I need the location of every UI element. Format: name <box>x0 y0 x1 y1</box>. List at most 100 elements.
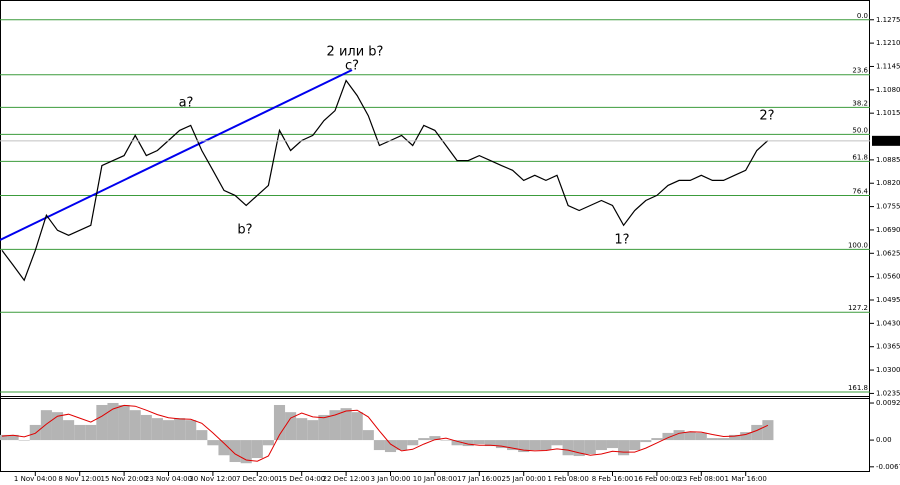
y-tick-label: 1.0820 <box>876 179 900 187</box>
macd-bar <box>0 434 8 441</box>
macd-bar <box>107 402 119 441</box>
last-price-label: 1.0938 <box>875 137 900 145</box>
x-tick-label: 7 Dec 20:00 <box>236 475 279 483</box>
macd-bar <box>329 410 341 441</box>
fib-label: 76.4 <box>852 187 868 195</box>
fib-label: 161.8 <box>848 384 868 392</box>
macd-bar <box>584 440 596 455</box>
macd-bar <box>396 440 408 451</box>
macd-bar <box>29 424 41 441</box>
macd-bar <box>418 438 430 441</box>
macd-bar <box>551 440 563 446</box>
macd-bar <box>473 440 485 445</box>
macd-bar <box>562 440 574 456</box>
y-tick-label: 1.1145 <box>876 62 900 70</box>
x-tick-label: 23 Feb 08:00 <box>678 475 724 483</box>
y-tick-label: 1.0365 <box>876 343 900 351</box>
wave-label: a? <box>179 96 194 111</box>
macd-bar <box>451 440 463 446</box>
macd-bar <box>74 424 86 441</box>
macd-bar <box>207 440 219 446</box>
macd-bar <box>529 440 541 451</box>
macd-bar <box>285 412 297 441</box>
macd-bar <box>151 418 163 441</box>
macd-bar <box>229 440 241 463</box>
macd-bar <box>129 410 141 441</box>
macd-bar <box>762 420 774 441</box>
macd-bar <box>440 440 452 441</box>
trend-line <box>0 69 353 241</box>
macd-bar <box>684 432 696 441</box>
macd-bar <box>373 440 385 451</box>
macd-bar <box>518 440 530 453</box>
wave-label: c? <box>345 59 359 74</box>
macd-bar <box>340 408 352 441</box>
macd-bar <box>740 432 752 441</box>
macd-bar <box>40 410 52 441</box>
wave-label: 1? <box>614 233 629 248</box>
x-tick-label: 8 Nov 12:00 <box>58 475 101 483</box>
macd-bar <box>540 440 552 451</box>
signal-line <box>1 404 769 462</box>
y-tick-label: 1.0560 <box>876 273 900 281</box>
macd-bar <box>618 440 630 456</box>
y-tick-label: 1.1210 <box>876 39 900 47</box>
fib-label: 0.0 <box>857 12 868 20</box>
macd-bar <box>651 438 663 441</box>
wave-label: 2 или b? <box>327 45 384 60</box>
wave-label: b? <box>237 223 252 238</box>
x-tick-label: 1 Feb 08:00 <box>547 475 588 483</box>
price-line <box>1 79 769 282</box>
x-tick-label: 3 Jan 00:00 <box>371 475 411 483</box>
macd-bar <box>717 438 730 441</box>
macd-bar <box>507 440 519 451</box>
fib-label: 61.8 <box>852 153 868 161</box>
macd-bar <box>118 404 130 441</box>
macd-bar <box>351 412 363 441</box>
macd-bar <box>307 420 319 441</box>
x-tick-label: 15 Dec 04:00 <box>278 475 325 483</box>
y-tick-label: 1.0235 <box>876 389 900 397</box>
x-tick-label: 1 Mar 16:00 <box>725 475 767 483</box>
x-tick-label: 15 Nov 20:00 <box>100 475 147 483</box>
x-tick-label: 10 Jan 08:00 <box>413 475 457 483</box>
macd-bar <box>251 440 263 459</box>
macd-bar <box>85 424 97 441</box>
y-tick-label: 1.0755 <box>876 203 900 211</box>
y-tick-label: 1.0625 <box>876 249 900 257</box>
macd-bar <box>296 418 308 441</box>
macd-bar <box>162 420 175 441</box>
macd-bar <box>706 438 718 441</box>
macd-bar <box>273 404 286 441</box>
macd-bar <box>751 424 763 441</box>
macd-bar <box>174 418 186 441</box>
macd-bar <box>673 430 685 441</box>
x-tick-label: 30 Nov 12:00 <box>189 475 236 483</box>
macd-bar <box>662 432 674 441</box>
x-tick-label: 8 Feb 16:00 <box>592 475 633 483</box>
x-tick-label: 1 Nov 04:00 <box>14 475 57 483</box>
x-tick-label: 17 Jan 16:00 <box>457 475 501 483</box>
x-tick-label: 23 Nov 04:00 <box>145 475 192 483</box>
macd-bar <box>96 404 108 441</box>
fib-label: 127.2 <box>848 304 868 312</box>
y-tick-label: 0.00 <box>876 436 892 444</box>
macd-bar <box>18 440 30 441</box>
y-tick-label: 1.0300 <box>876 366 900 374</box>
macd-bar <box>240 440 252 464</box>
macd-bar <box>262 440 274 446</box>
macd-bar <box>407 440 419 446</box>
macd-bar <box>196 430 208 441</box>
macd-bar <box>462 440 474 447</box>
fib-label: 23.6 <box>852 67 868 75</box>
y-tick-label: 1.0495 <box>876 296 900 304</box>
wave-label: 2? <box>759 109 774 124</box>
y-tick-label: 1.1275 <box>876 16 900 24</box>
macd-bar <box>185 420 197 441</box>
macd-bar <box>695 432 707 441</box>
macd-bar <box>495 440 508 449</box>
macd-bar <box>140 414 152 441</box>
plot-frame <box>0 0 870 472</box>
macd-bar <box>573 440 585 457</box>
